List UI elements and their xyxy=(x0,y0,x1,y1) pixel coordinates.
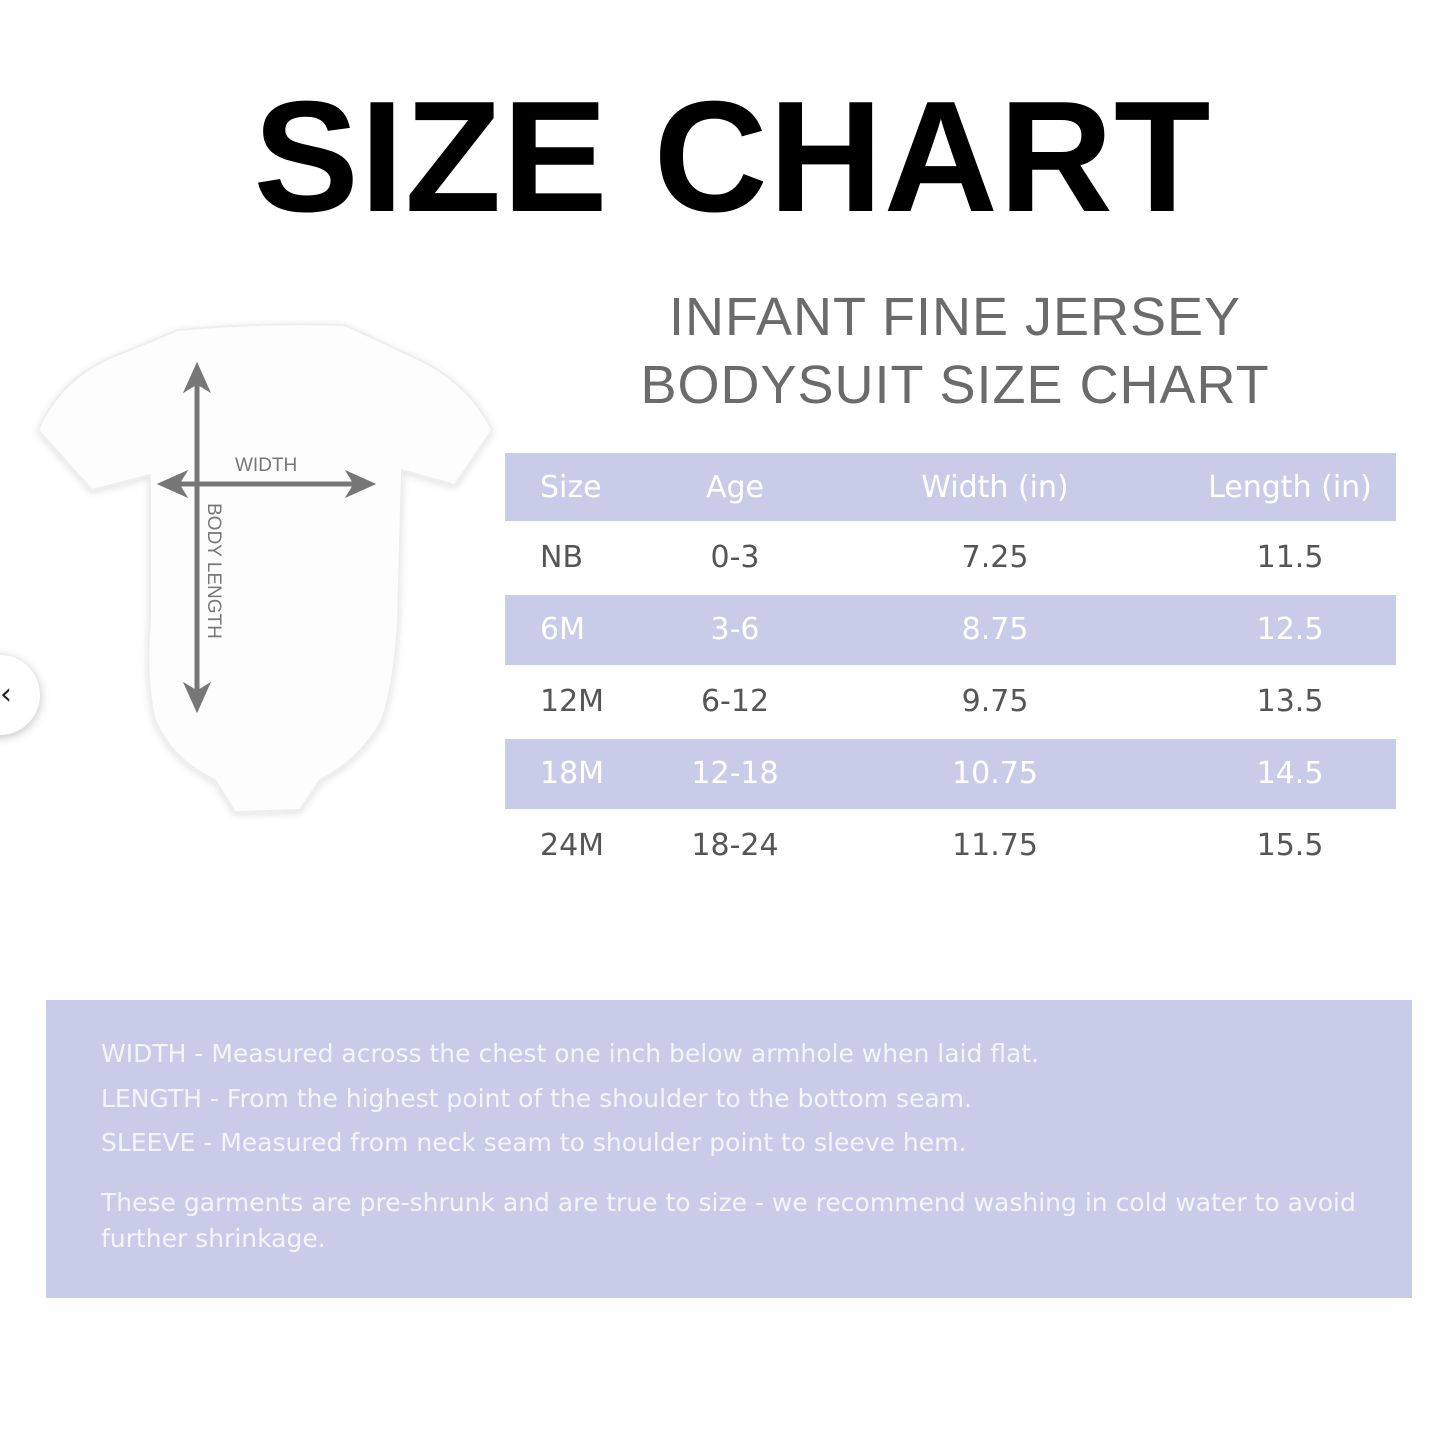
cell-length: 13.5 xyxy=(1256,684,1324,719)
subtitle-line-2: BODYSUIT SIZE CHART xyxy=(640,355,1270,415)
cell-age: 6-12 xyxy=(700,684,770,719)
chevron-left-icon: ‹ xyxy=(0,677,12,712)
cell-length: 11.5 xyxy=(1256,540,1324,575)
note-sleeve: SLEEVE - Measured from neck seam to shou… xyxy=(101,1128,967,1157)
header-width: Width (in) xyxy=(921,470,1069,505)
arrow-left-icon xyxy=(156,469,189,499)
cell-age: 18-24 xyxy=(691,828,779,863)
table-row: 6M 3-6 8.75 12.5 xyxy=(505,595,1396,665)
arrow-down-icon xyxy=(182,681,212,714)
cell-width: 10.75 xyxy=(952,756,1038,791)
cell-width: 7.25 xyxy=(961,540,1029,575)
table-row: 24M 18-24 11.75 15.5 xyxy=(505,811,1396,881)
cell-size: 12M xyxy=(540,684,605,719)
note-care: These garments are pre-shrunk and are tr… xyxy=(101,1188,1356,1253)
header-length: Length (in) xyxy=(1208,470,1372,505)
cell-size: 24M xyxy=(540,828,605,863)
cell-age: 3-6 xyxy=(710,612,760,647)
table-row: 18M 12-18 10.75 14.5 xyxy=(505,739,1396,809)
bodysuit-diagram: WIDTH BODY LENGTH xyxy=(36,323,494,814)
cell-size: 18M xyxy=(540,756,605,791)
table-header: Size Age Width (in) Length (in) xyxy=(505,453,1396,521)
note-width: WIDTH - Measured across the chest one in… xyxy=(101,1039,1040,1068)
cell-width: 11.75 xyxy=(952,828,1038,863)
body-length-label: BODY LENGTH xyxy=(203,503,224,639)
cell-length: 12.5 xyxy=(1256,612,1324,647)
table-row: NB 0-3 7.25 11.5 xyxy=(505,523,1396,593)
measurement-notes: WIDTH - Measured across the chest one in… xyxy=(46,1000,1412,1298)
cell-width: 9.75 xyxy=(961,684,1029,719)
bodysuit-image xyxy=(36,323,494,814)
header-age: Age xyxy=(705,470,765,505)
arrow-up-icon xyxy=(182,361,212,394)
header-size: Size xyxy=(540,470,602,505)
arrow-right-icon xyxy=(344,469,377,499)
size-table: Size Age Width (in) Length (in) NB 0-3 7.2… xyxy=(505,453,1396,883)
cell-length: 14.5 xyxy=(1256,756,1324,791)
cell-age: 12-18 xyxy=(691,756,779,791)
cell-width: 8.75 xyxy=(961,612,1029,647)
cell-size: NB xyxy=(540,540,584,575)
width-label: WIDTH xyxy=(235,455,297,476)
table-row: 12M 6-12 9.75 13.5 xyxy=(505,667,1396,737)
cell-size: 6M xyxy=(540,612,585,647)
cell-age: 0-3 xyxy=(710,540,760,575)
page-title: SIZE CHART xyxy=(253,69,1212,245)
subtitle-line-1: INFANT FINE JERSEY xyxy=(668,287,1242,347)
note-length: LENGTH - From the highest point of the s… xyxy=(101,1084,972,1113)
measure-arrows xyxy=(156,361,377,714)
cell-length: 15.5 xyxy=(1256,828,1324,863)
